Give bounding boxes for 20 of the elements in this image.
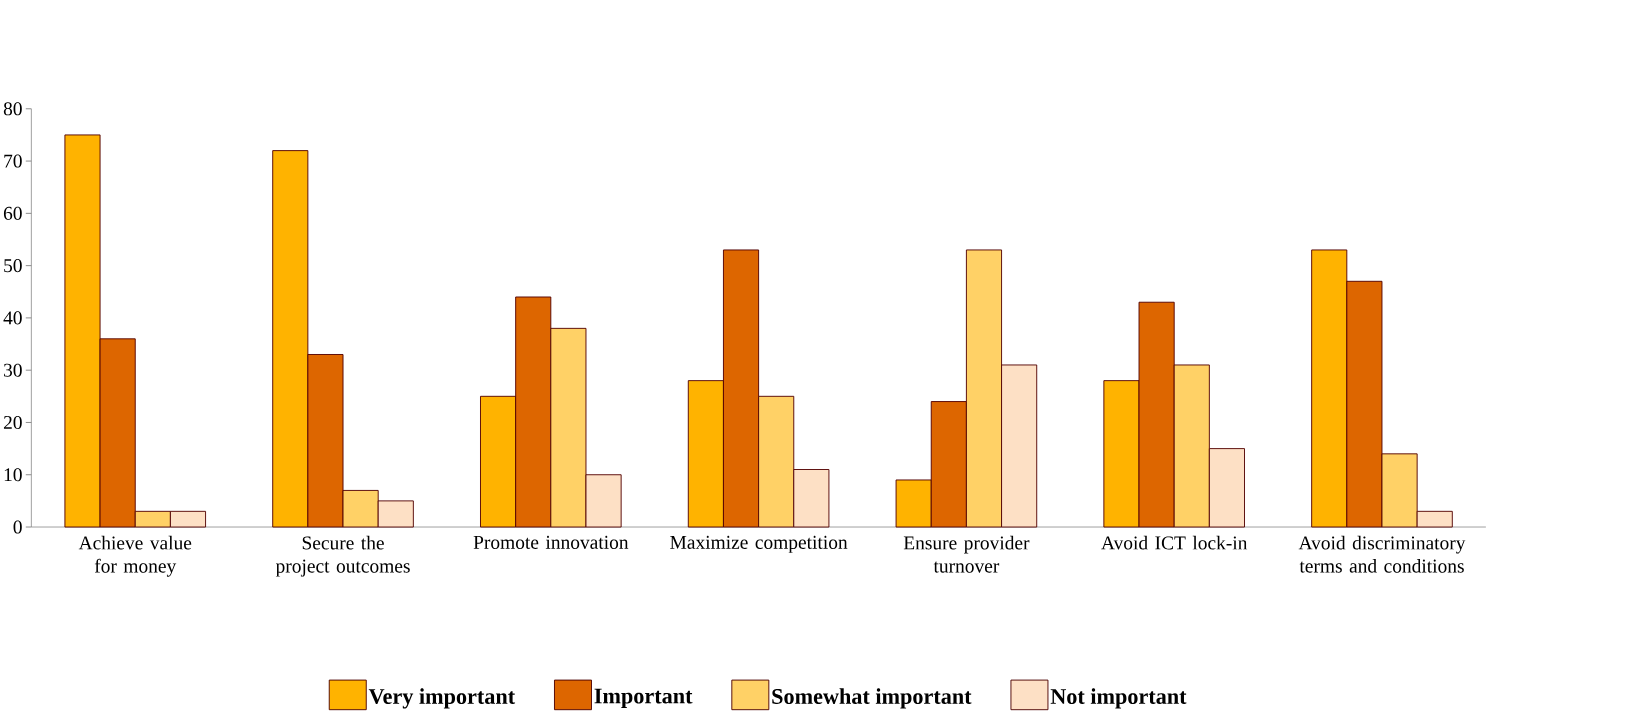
legend-label: Somewhat important [772,688,972,709]
x-tick-label: Avoid discriminatory terms and conditions [1298,535,1466,573]
y-tick-label: 0 [13,520,22,534]
x-tick-label: Ensure provider turnover [903,535,1030,573]
legend-label: Not important [1050,688,1187,709]
y-tick-label: 20 [3,415,22,430]
x-tick-label: Achieve value for money [78,535,192,577]
y-tick-label: 30 [4,363,22,377]
legend-label: Important [594,688,693,709]
y-tick-label: 60 [3,206,22,220]
x-tick-label: Avoid ICT lock-in [1101,535,1248,550]
y-tick-label: 80 [3,102,22,116]
x-tick-label: Promote innovation [473,535,629,549]
x-tick-label: Secure the project outcomes [275,535,410,577]
y-tick-label: 70 [4,154,22,168]
legend-label: Very important [368,688,516,709]
y-tick-label: 50 [4,259,22,273]
y-tick-label: 40 [3,311,22,325]
x-tick-label: Maximize competition [670,535,848,553]
y-tick-label: 10 [4,468,22,482]
